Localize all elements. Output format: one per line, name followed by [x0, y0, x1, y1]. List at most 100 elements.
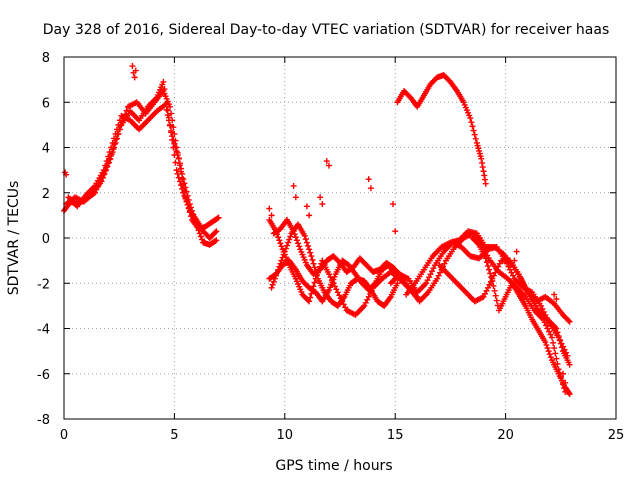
data-point: [270, 278, 277, 285]
data-point: [323, 158, 330, 165]
y-tick-label: -2: [37, 277, 50, 292]
data-point: [293, 237, 300, 244]
data-point: [100, 167, 107, 174]
data-point: [365, 293, 372, 300]
data-point: [129, 63, 136, 70]
chart-title: Day 328 of 2016, Sidereal Day-to-day VTE…: [43, 22, 610, 38]
data-point: [186, 209, 193, 216]
y-tick-label: 8: [42, 51, 50, 66]
data-point: [301, 232, 308, 239]
data-point: [544, 325, 551, 332]
data-point: [492, 292, 499, 299]
series-spikes-late: [389, 201, 571, 395]
data-point: [286, 236, 293, 243]
series-spikes-early: [62, 63, 139, 178]
data-point: [507, 266, 514, 273]
data-point: [550, 339, 557, 346]
data-point: [212, 229, 219, 236]
data-point: [160, 78, 167, 85]
data-point: [537, 302, 544, 309]
data-point: [292, 194, 299, 201]
data-point: [542, 339, 549, 346]
data-point: [307, 249, 314, 256]
data-point: [199, 236, 205, 243]
data-point: [309, 256, 316, 263]
data-point: [174, 152, 181, 159]
data-point: [306, 212, 313, 219]
data-point: [272, 272, 279, 279]
data-point: [558, 340, 565, 347]
data-point: [561, 346, 568, 353]
data-point: [486, 281, 493, 288]
data-point: [548, 334, 555, 341]
x-tick-label: 5: [170, 428, 178, 443]
data-point: [482, 180, 489, 187]
data-point: [481, 290, 488, 297]
data-point: [566, 318, 573, 325]
data-point: [166, 122, 173, 129]
data-point: [564, 388, 571, 395]
data-point: [285, 239, 292, 246]
data-point: [165, 117, 172, 124]
data-point: [336, 292, 343, 299]
data-point: [109, 139, 116, 146]
data-point: [325, 162, 332, 169]
data-point: [437, 269, 444, 276]
data-point: [423, 280, 430, 287]
data-point: [108, 144, 115, 151]
data-point: [483, 259, 490, 266]
data-point: [480, 293, 487, 300]
data-point: [426, 274, 433, 281]
data-point: [185, 205, 192, 212]
data-point: [284, 242, 291, 249]
data-point: [478, 155, 485, 162]
data-point: [547, 331, 554, 338]
data-point: [441, 260, 448, 267]
data-point: [543, 342, 550, 349]
data-point: [181, 180, 188, 187]
data-point: [392, 228, 399, 235]
series-arc-02: [63, 87, 220, 248]
data-point: [470, 127, 477, 134]
data-point: [475, 240, 481, 247]
data-point: [292, 234, 299, 241]
data-point: [361, 302, 368, 309]
data-point: [172, 159, 179, 166]
data-point: [362, 299, 369, 306]
data-point: [266, 205, 273, 212]
y-tick-label: 6: [42, 96, 50, 111]
data-point: [310, 260, 317, 267]
data-point: [274, 269, 281, 276]
data-point: [553, 355, 560, 362]
data-point: [269, 281, 276, 288]
data-point: [542, 311, 549, 318]
data-point: [179, 175, 186, 182]
y-tick-label: 0: [42, 232, 50, 247]
y-tick-label: -8: [37, 413, 50, 428]
data-point: [268, 212, 275, 219]
x-tick-label: 20: [497, 428, 514, 443]
data-point: [492, 269, 499, 276]
data-point: [484, 262, 491, 269]
data-point: [173, 167, 180, 174]
data-point: [277, 260, 284, 267]
data-point: [509, 272, 516, 279]
data-point: [545, 348, 552, 355]
data-point: [306, 246, 313, 253]
data-point: [364, 296, 371, 303]
data-point: [183, 198, 190, 205]
data-point: [303, 203, 310, 210]
data-point: [171, 140, 178, 147]
data-point: [513, 248, 520, 255]
data-point: [180, 176, 187, 183]
data-point: [479, 159, 486, 166]
data-point: [325, 271, 332, 278]
data-point: [539, 305, 546, 312]
data-point: [304, 242, 311, 249]
data-point: [172, 144, 179, 151]
data-point: [163, 106, 170, 113]
data-point: [562, 379, 569, 386]
data-point: [113, 126, 120, 133]
data-point: [295, 240, 302, 247]
